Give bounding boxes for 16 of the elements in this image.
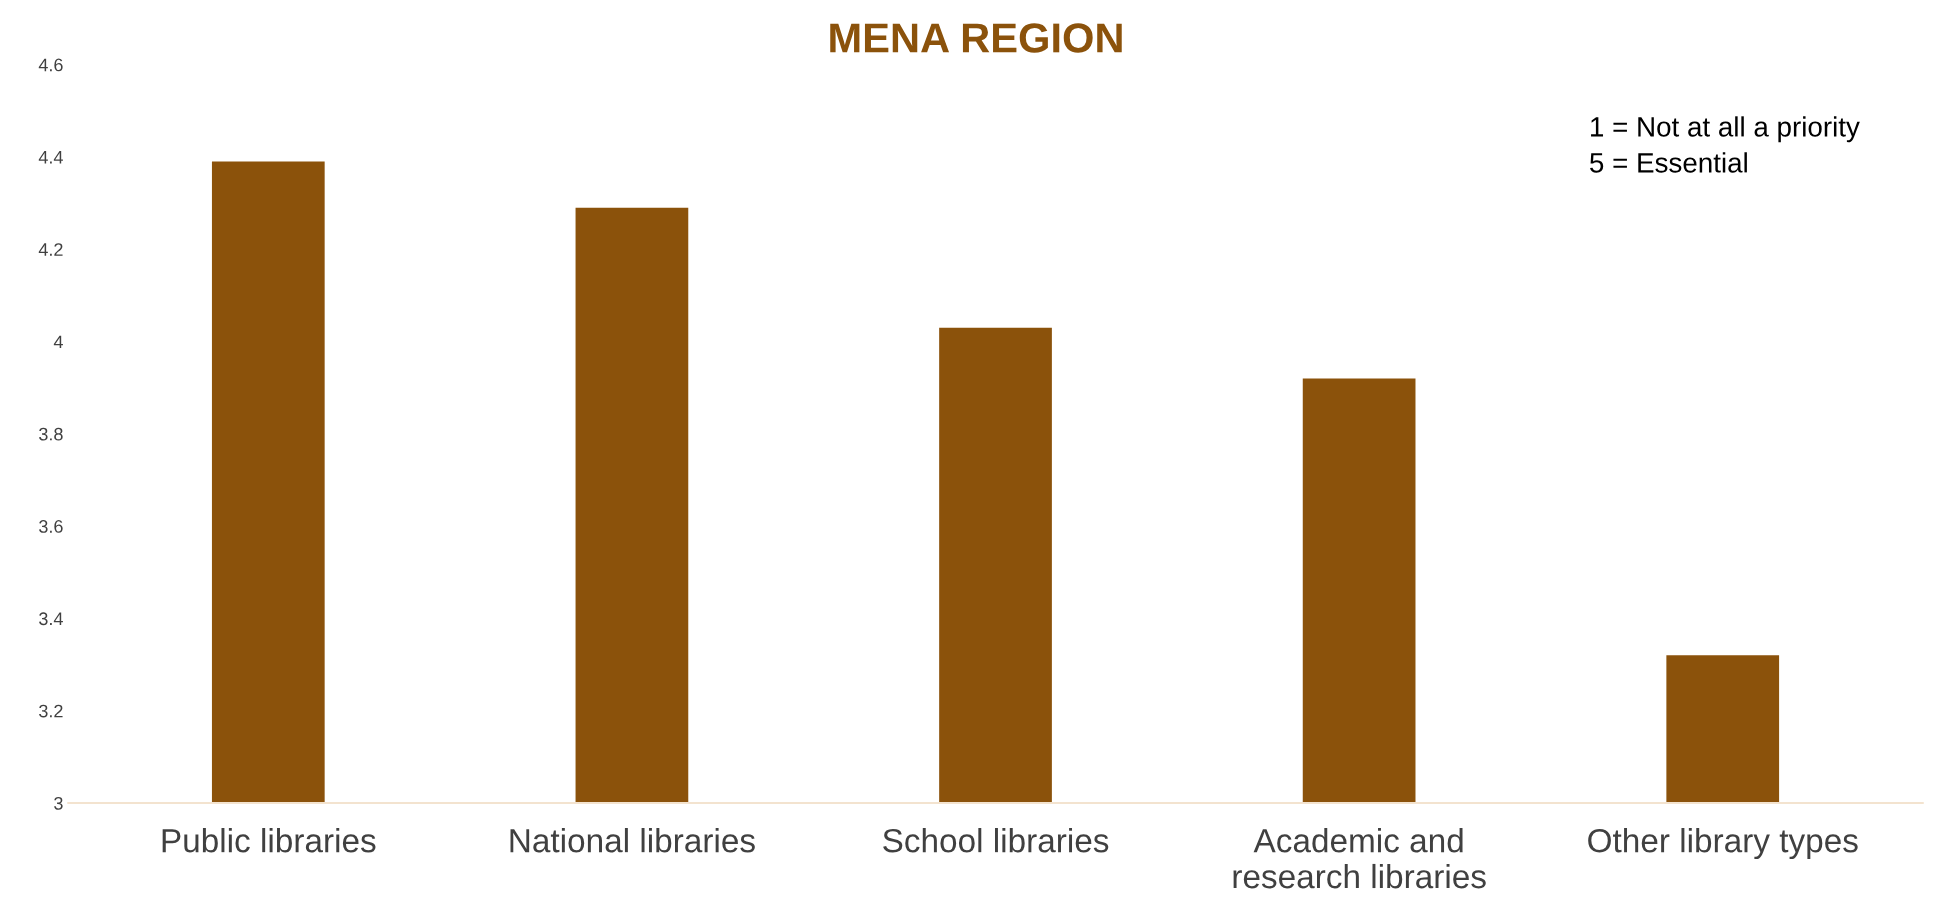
y-tick-label: 3 bbox=[54, 796, 63, 810]
chart-title: MENA REGION bbox=[830, 23, 1122, 53]
y-tick-label: 3.8 bbox=[39, 427, 63, 441]
y-tick-label: 3.6 bbox=[39, 520, 63, 533]
y-tick-label: 3.2 bbox=[39, 704, 63, 718]
x-tick-label: School libraries bbox=[883, 828, 1109, 853]
annotation: 1 = Not at all a priority 5 = Essential bbox=[1590, 116, 1860, 173]
y-tick-label: 4.6 bbox=[38, 58, 63, 72]
x-tick-label: Academic and research libraries bbox=[1233, 828, 1486, 889]
y-tick-label: 4 bbox=[53, 335, 63, 349]
y-tick-label: 4.2 bbox=[38, 243, 63, 256]
x-tick-label: Other library types bbox=[1588, 828, 1858, 860]
x-tick-label: National libraries bbox=[510, 828, 755, 853]
y-tick-label: 4.4 bbox=[38, 151, 63, 164]
y-tick-label: 3.4 bbox=[39, 612, 63, 626]
x-tick-label: Public libraries bbox=[162, 828, 376, 853]
